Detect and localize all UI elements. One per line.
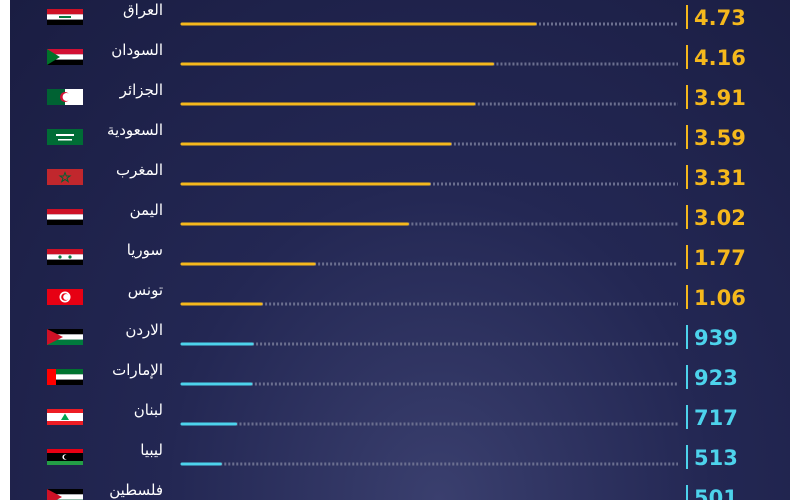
chart-panel: العراق 4.73 السودان 4.16 الجزائر 3.91 السعودية… (10, 0, 790, 500)
country-label: ليبيا (140, 441, 163, 459)
chart-row: اليمن 3.02 (47, 201, 746, 230)
data-label: 939 (694, 326, 738, 350)
country-label: لبنان (134, 401, 163, 419)
data-label: 1.77 (694, 246, 746, 270)
bar-chart: العراق 4.73 السودان 4.16 الجزائر 3.91 السعودية… (47, 1, 746, 500)
data-label: 3.59 (694, 126, 746, 150)
data-label: 1.06 (694, 286, 746, 310)
country-label: فلسطين (109, 481, 163, 499)
saudi-flag-icon (47, 129, 83, 145)
country-label: تونس (128, 281, 163, 299)
country-label: الإمارات (112, 361, 163, 379)
data-label: 717 (694, 406, 738, 430)
data-label: 513 (694, 446, 738, 470)
chart-row: المغرب 3.31 (47, 161, 746, 190)
chart-row: فلسطين 501 (47, 481, 738, 500)
chart-row: الاردن 939 (47, 321, 738, 350)
country-label: السودان (111, 41, 163, 59)
chart-row: العراق 4.73 (47, 1, 746, 30)
country-label: المغرب (116, 161, 163, 179)
country-label: سوريا (127, 241, 163, 259)
data-label: 3.91 (694, 86, 746, 110)
algeria-flag-icon (47, 89, 83, 105)
uae-flag-icon (47, 369, 83, 385)
chart-row: السودان 4.16 (47, 41, 746, 70)
chart-row: الإمارات 923 (47, 361, 738, 390)
libya-flag-icon (47, 449, 83, 465)
data-label: 4.73 (694, 6, 746, 30)
data-label: 3.02 (694, 206, 746, 230)
chart-row: الجزائر 3.91 (47, 81, 746, 110)
sudan-flag-icon (47, 49, 83, 65)
country-label: الاردن (125, 321, 163, 339)
country-label: اليمن (130, 201, 163, 219)
yemen-flag-icon (47, 209, 83, 225)
morocco-flag-icon (47, 169, 83, 185)
lebanon-flag-icon (47, 409, 83, 425)
data-label: 501 (694, 486, 738, 500)
palestine-flag-icon (47, 489, 83, 500)
data-label: 923 (694, 366, 738, 390)
country-label: السعودية (107, 121, 163, 139)
data-label: 3.31 (694, 166, 746, 190)
tunisia-flag-icon (47, 289, 83, 305)
chart-row: سوريا 1.77 (47, 241, 746, 270)
data-label: 4.16 (694, 46, 746, 70)
country-label: العراق (123, 1, 163, 19)
jordan-flag-icon (47, 329, 83, 345)
chart-row: ليبيا 513 (47, 441, 738, 470)
chart-row: تونس 1.06 (47, 281, 746, 310)
country-label: الجزائر (119, 81, 163, 99)
chart-row: السعودية 3.59 (47, 121, 746, 150)
chart-row: لبنان 717 (47, 401, 738, 430)
iraq-flag-icon (47, 9, 83, 25)
syria-flag-icon (47, 249, 83, 265)
